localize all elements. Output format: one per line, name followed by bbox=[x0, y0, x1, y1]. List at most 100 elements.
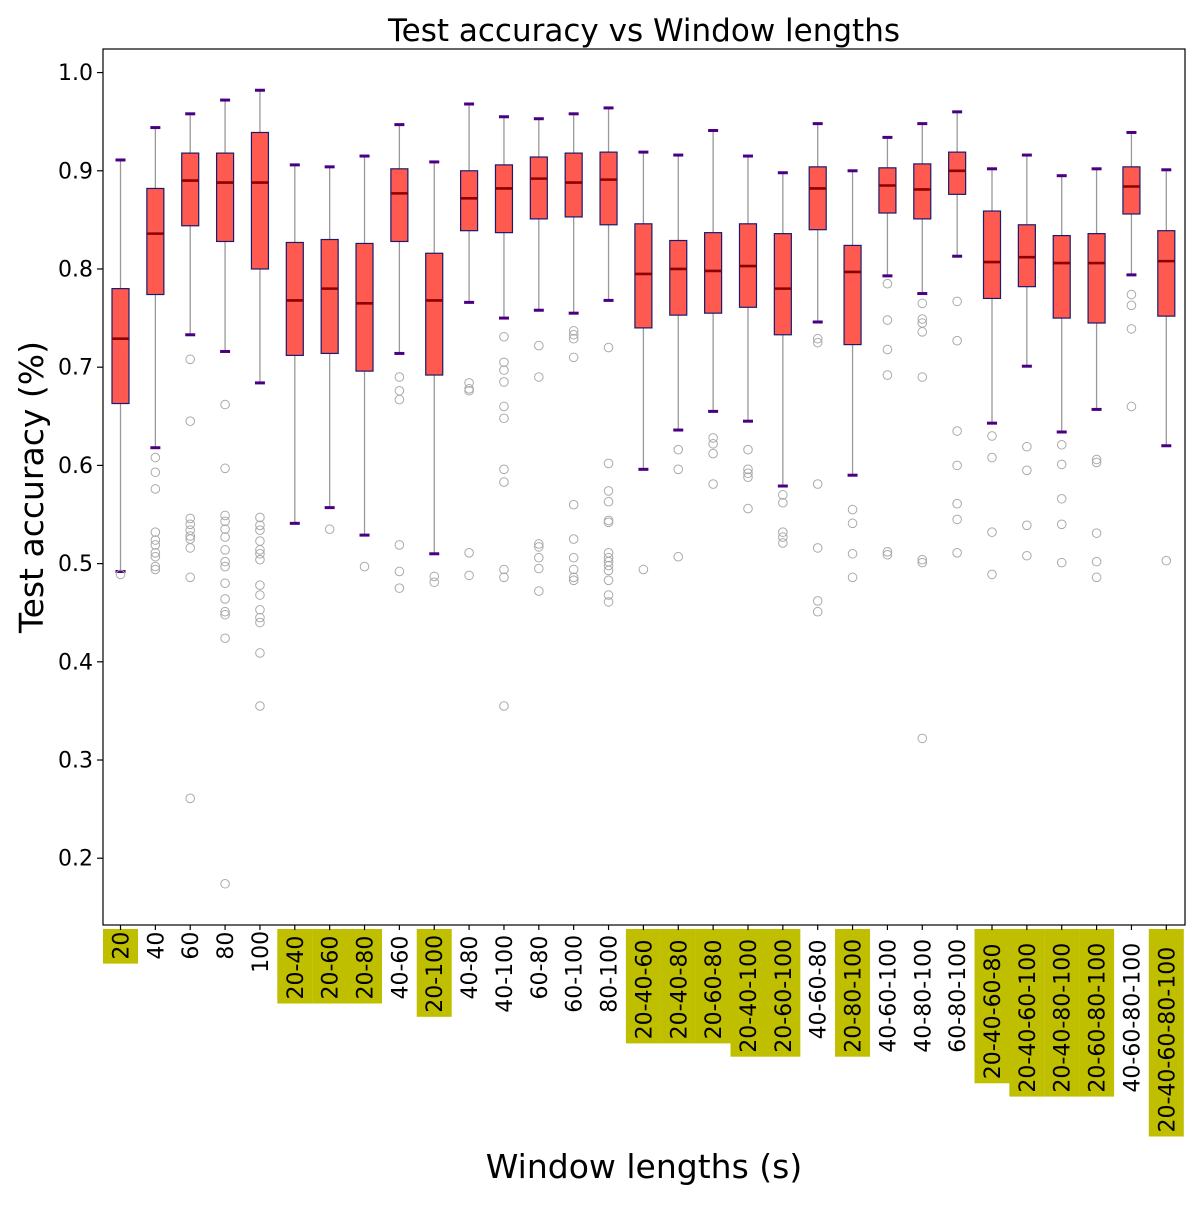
outlier-point bbox=[708, 448, 718, 459]
outlier-point bbox=[1091, 572, 1102, 583]
outlier-point bbox=[255, 701, 265, 711]
outlier-point bbox=[603, 496, 614, 507]
outlier-point bbox=[534, 552, 544, 563]
plot-area-frame bbox=[102, 48, 1186, 926]
outlier-point bbox=[150, 535, 161, 545]
boxplot-40-60-80-100 bbox=[1122, 130, 1141, 412]
outlier-point bbox=[1022, 550, 1032, 561]
outlier-point bbox=[255, 554, 265, 565]
outlier-point bbox=[743, 464, 753, 475]
outlier-point bbox=[499, 357, 509, 368]
outlier-point bbox=[603, 590, 614, 600]
outlier-point bbox=[464, 570, 474, 581]
y-tick-label: 1.0 bbox=[58, 61, 93, 86]
x-tick-label: 40-100 bbox=[493, 935, 518, 1013]
outlier-point bbox=[534, 372, 544, 382]
boxplot-40-100 bbox=[494, 115, 514, 711]
outlier-point bbox=[1056, 459, 1067, 470]
x-tick-label: 60-100 bbox=[563, 935, 588, 1013]
outlier-point bbox=[1056, 557, 1067, 568]
box-iqr bbox=[634, 223, 653, 329]
y-tick-label: 0.3 bbox=[58, 749, 93, 774]
axis-ticks: 0.2 0.3 0.4 0.5 0.6 0.7 0.8 0.9 1.0 20 40 60 80 100 20… bbox=[58, 61, 1180, 1132]
x-tick-label: 20-80-100 bbox=[842, 939, 867, 1053]
outlier-point bbox=[952, 460, 962, 471]
box-iqr bbox=[355, 242, 374, 372]
outlier-point bbox=[150, 540, 161, 550]
outlier-point bbox=[255, 612, 265, 623]
outlier-point bbox=[220, 516, 230, 527]
outlier-point bbox=[987, 431, 997, 441]
outlier-point bbox=[568, 499, 579, 510]
box-iqr bbox=[494, 164, 514, 234]
outlier-point bbox=[220, 594, 230, 604]
x-tick-label: 20-80 bbox=[354, 936, 379, 1000]
box-iqr bbox=[1157, 230, 1176, 317]
box-iqr bbox=[285, 241, 304, 357]
y-tick-label: 0.4 bbox=[58, 650, 93, 675]
chart-title: Test accuracy vs Window lengths bbox=[387, 13, 900, 49]
outlier-point bbox=[568, 564, 579, 575]
outlier-point bbox=[603, 486, 614, 496]
outlier-point bbox=[917, 557, 928, 568]
outlier-point bbox=[917, 327, 928, 337]
x-tick-label: 20-60-100 bbox=[772, 939, 797, 1053]
x-tick-label-highlight bbox=[1009, 929, 1045, 1097]
box-iqr bbox=[529, 156, 548, 220]
x-tick-label: 40-80-100 bbox=[911, 939, 936, 1053]
x-tick-label-highlight bbox=[312, 929, 348, 1004]
x-tick-label: 20-40-60-80 bbox=[981, 944, 1006, 1080]
outlier-point bbox=[1126, 401, 1137, 412]
x-tick-label: 20-100 bbox=[423, 935, 448, 1013]
boxplot-80 bbox=[215, 98, 235, 889]
x-tick-label-highlight bbox=[416, 929, 452, 1017]
outlier-point bbox=[568, 572, 579, 583]
outlier-point bbox=[150, 484, 161, 494]
x-tick-label: 20-40 bbox=[284, 936, 309, 1000]
boxplot-20-60-80 bbox=[704, 129, 723, 489]
outlier-point bbox=[1056, 493, 1067, 504]
x-tick-label: 20-40-100 bbox=[737, 939, 762, 1053]
outlier-point bbox=[255, 604, 265, 615]
outlier-point bbox=[150, 452, 161, 463]
box-iqr bbox=[948, 151, 967, 195]
boxplot-40-60-100 bbox=[878, 135, 897, 560]
box-iqr bbox=[1122, 166, 1141, 215]
box-iqr bbox=[843, 244, 862, 346]
outlier-point bbox=[952, 547, 962, 558]
boxplot-40-80-100 bbox=[913, 122, 932, 744]
box-iqr bbox=[913, 163, 932, 220]
boxplot-20-60-80-100 bbox=[1087, 167, 1106, 583]
outlier-point bbox=[917, 314, 928, 324]
outlier-point bbox=[1126, 289, 1137, 300]
outlier-point bbox=[255, 525, 265, 536]
boxplot-20-60-100 bbox=[773, 171, 792, 548]
outlier-point bbox=[917, 733, 928, 744]
outlier-point bbox=[1056, 519, 1067, 530]
outlier-point bbox=[324, 524, 335, 535]
x-tick-label: 60 bbox=[179, 932, 204, 960]
x-tick-label-highlight bbox=[277, 929, 313, 1004]
outlier-point bbox=[812, 596, 823, 606]
x-tick-label: 60-80 bbox=[528, 936, 553, 1000]
outlier-point bbox=[1091, 457, 1102, 468]
outlier-point bbox=[743, 468, 753, 479]
box-iqr bbox=[250, 131, 270, 270]
box-iqr bbox=[669, 239, 688, 316]
outlier-point bbox=[150, 527, 161, 537]
outlier-point bbox=[429, 577, 440, 588]
outlier-point bbox=[394, 540, 405, 550]
x-tick-label: 20-40-60 bbox=[632, 940, 657, 1040]
outlier-point bbox=[568, 552, 579, 563]
outlier-point bbox=[185, 793, 196, 804]
outlier-point bbox=[220, 545, 230, 555]
outlier-point bbox=[952, 335, 962, 346]
outlier-point bbox=[255, 512, 265, 523]
outlier-point bbox=[882, 549, 893, 560]
outlier-point bbox=[534, 539, 544, 549]
x-tick-label-highlight bbox=[835, 929, 871, 1057]
outlier-point bbox=[778, 538, 788, 548]
outlier-point bbox=[778, 527, 788, 537]
